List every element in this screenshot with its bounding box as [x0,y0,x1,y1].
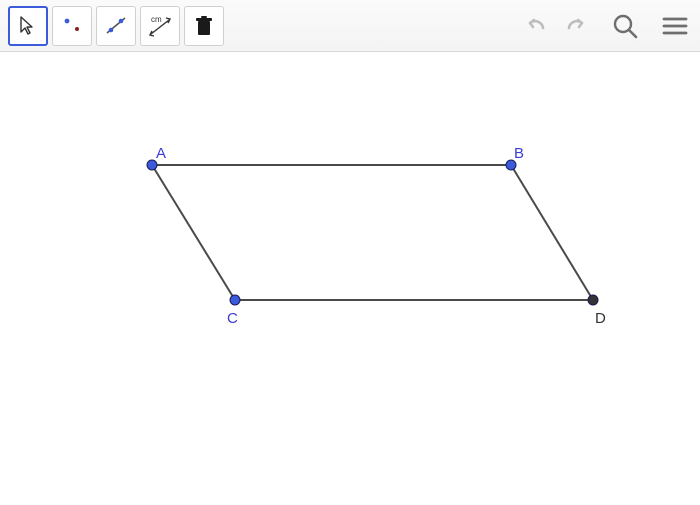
menu-button[interactable] [658,9,692,43]
geometry-svg [0,52,700,500]
point-label-D: D [595,310,606,327]
point-C[interactable] [230,295,240,305]
point-tool-button[interactable] [52,6,92,46]
undo-button[interactable] [520,9,554,43]
point-label-C: C [227,310,238,327]
toolbar: cm [0,0,700,52]
move-tool-button[interactable] [8,6,48,46]
delete-tool-button[interactable] [184,6,224,46]
point-label-B: B [514,145,524,162]
undo-icon [523,14,551,38]
svg-text:cm: cm [151,15,162,24]
edge-CA[interactable] [152,165,235,300]
toolbar-right [520,9,692,43]
measure-icon: cm [145,11,175,41]
geometry-canvas[interactable]: A B C D [0,52,700,500]
redo-icon [561,14,589,38]
edge-BD[interactable] [511,165,593,300]
point-label-A: A [156,145,166,162]
line-icon [103,13,129,39]
menu-icon [662,15,688,37]
redo-button[interactable] [558,9,592,43]
trash-icon [194,15,214,37]
line-tool-button[interactable] [96,6,136,46]
search-icon [611,12,639,40]
points-icon [59,13,85,39]
cursor-icon [17,15,39,37]
search-button[interactable] [608,9,642,43]
measure-tool-button[interactable]: cm [140,6,180,46]
point-D[interactable] [588,295,598,305]
